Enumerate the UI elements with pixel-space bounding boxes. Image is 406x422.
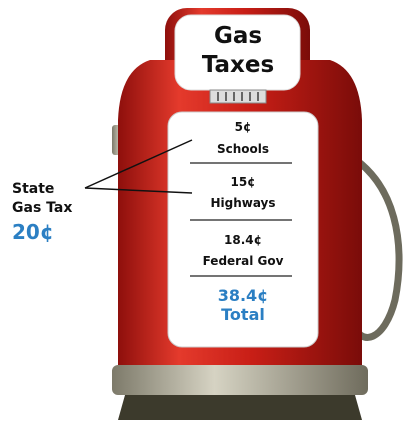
title: Gas Taxes xyxy=(188,22,288,80)
total-label: Total xyxy=(168,306,318,324)
state-amount: 20¢ xyxy=(12,220,72,244)
item-label: Highways xyxy=(168,196,318,210)
amount: 18.4¢ xyxy=(168,233,318,247)
amount: 15¢ xyxy=(168,175,318,189)
amount: 5¢ xyxy=(168,120,318,134)
base-shadow xyxy=(118,395,362,420)
total-amount: 38.4¢ xyxy=(168,286,318,305)
infographic: Gas Taxes 5¢ Schools 15¢ Highways 18.4¢ … xyxy=(0,0,406,422)
item-label: Federal Gov xyxy=(168,254,318,268)
item-label: Schools xyxy=(168,142,318,156)
base xyxy=(112,365,368,395)
state-label: State Gas Tax xyxy=(12,180,78,218)
